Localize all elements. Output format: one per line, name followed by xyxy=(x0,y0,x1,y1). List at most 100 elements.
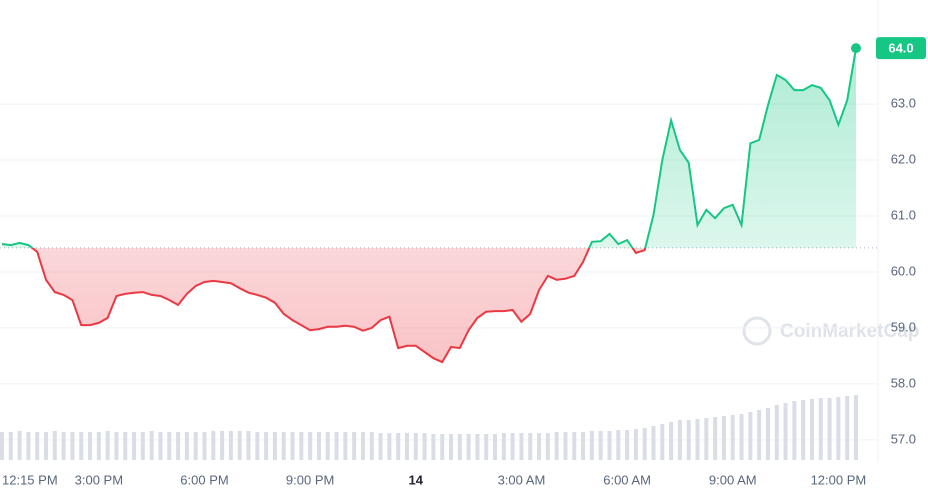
volume-bar xyxy=(44,432,49,460)
x-tick-label: 9:00 PM xyxy=(286,472,334,487)
volume-bar xyxy=(193,432,198,460)
volume-bar xyxy=(281,432,286,460)
volume-bar xyxy=(308,432,313,460)
volume-bar xyxy=(695,419,700,460)
volume-bar xyxy=(88,432,93,460)
volume-bar xyxy=(572,432,577,460)
volume-bar xyxy=(581,432,586,460)
x-tick-label: 3:00 AM xyxy=(498,472,546,487)
volume-bar xyxy=(739,414,744,460)
volume-bar xyxy=(26,432,31,460)
volume-bar xyxy=(765,408,770,460)
volume-bar xyxy=(528,433,533,460)
volume-bar xyxy=(677,420,682,460)
volume-bar xyxy=(299,432,304,460)
price-tag-bg xyxy=(876,37,926,60)
volume-bar xyxy=(686,420,691,460)
volume-bar xyxy=(545,433,550,460)
volume-bar xyxy=(721,416,726,460)
volume-bar xyxy=(220,431,225,460)
volume-bar xyxy=(211,431,216,460)
volume-bar xyxy=(713,417,718,460)
volume-bar xyxy=(748,412,753,460)
volume-bar xyxy=(466,434,471,460)
volume-bar xyxy=(589,431,594,460)
volume-bar xyxy=(757,410,762,460)
volume-bar xyxy=(818,398,823,460)
volume-bar xyxy=(246,431,251,460)
volume-bar xyxy=(642,428,647,460)
volume-bar xyxy=(70,432,75,460)
y-tick-label: 60.0 xyxy=(891,263,916,278)
volume-bar xyxy=(369,432,374,460)
volume-bar xyxy=(149,431,154,460)
volume-bar xyxy=(633,429,638,460)
volume-bar xyxy=(554,432,559,460)
volume-bar xyxy=(352,432,357,460)
volume-bar xyxy=(783,403,788,460)
volume-bar xyxy=(105,431,110,460)
volume-bar xyxy=(563,432,568,460)
volume-bar xyxy=(854,395,858,460)
volume-bar xyxy=(52,431,57,460)
volume-bar xyxy=(360,432,365,460)
last-point xyxy=(851,43,861,54)
area-down xyxy=(2,247,856,363)
volume-bar xyxy=(123,432,128,460)
y-tick-label: 59.0 xyxy=(891,319,916,334)
volume-bar xyxy=(17,431,22,460)
y-tick-label: 58.0 xyxy=(891,375,916,390)
volume-bar xyxy=(660,424,665,460)
volume-bar xyxy=(431,434,436,460)
line-down xyxy=(30,247,647,364)
volume-bar xyxy=(625,430,630,460)
x-tick-label: 12:15 PM xyxy=(2,472,58,487)
y-tick-label: 62.0 xyxy=(891,151,916,166)
x-tick-label: 3:00 PM xyxy=(75,472,123,487)
volume-bar xyxy=(184,432,189,460)
x-tick-label: 12:00 PM xyxy=(811,472,867,487)
volume-bar xyxy=(493,434,498,460)
volume-bar xyxy=(704,418,709,460)
volume-bar xyxy=(457,434,462,460)
volume-bar xyxy=(202,432,207,460)
x-tick-label: 14 xyxy=(409,472,424,487)
volume-bar xyxy=(801,400,806,460)
volume-bar xyxy=(79,432,84,460)
volume-bar xyxy=(228,431,233,460)
volume-bar xyxy=(449,434,454,460)
volume-bar xyxy=(598,431,603,460)
volume-bar xyxy=(8,432,13,460)
x-tick-label: 6:00 AM xyxy=(603,472,651,487)
volume-bar xyxy=(334,432,339,460)
volume-bar xyxy=(404,433,409,460)
volume-bar xyxy=(0,432,4,460)
volume-bar xyxy=(114,432,119,460)
volume-bar xyxy=(140,432,145,460)
volume-bar xyxy=(290,432,295,460)
line-up xyxy=(1,47,857,248)
watermark-text: CoinMarketCap xyxy=(780,321,919,342)
volume-bar xyxy=(176,432,181,460)
volume-bar xyxy=(343,432,348,460)
volume-bar xyxy=(519,433,524,460)
volume-bar xyxy=(237,431,242,460)
volume-bar xyxy=(836,397,841,460)
volume-bar xyxy=(396,433,401,460)
volume-bar xyxy=(651,426,656,460)
volume-bar xyxy=(616,430,621,460)
y-tick-label: 57.0 xyxy=(891,431,916,446)
volume-bar xyxy=(501,433,506,460)
volume-bar xyxy=(387,433,392,460)
volume-bar xyxy=(475,434,480,460)
x-tick-label: 6:00 PM xyxy=(180,472,228,487)
volume-bar xyxy=(669,422,674,460)
volume-bar xyxy=(730,415,735,460)
x-tick-label: 9:00 AM xyxy=(709,472,757,487)
volume-bar xyxy=(132,432,137,460)
volume-bar xyxy=(774,405,779,460)
y-tick-label: 63.0 xyxy=(891,96,916,111)
volume-bar xyxy=(537,433,542,460)
